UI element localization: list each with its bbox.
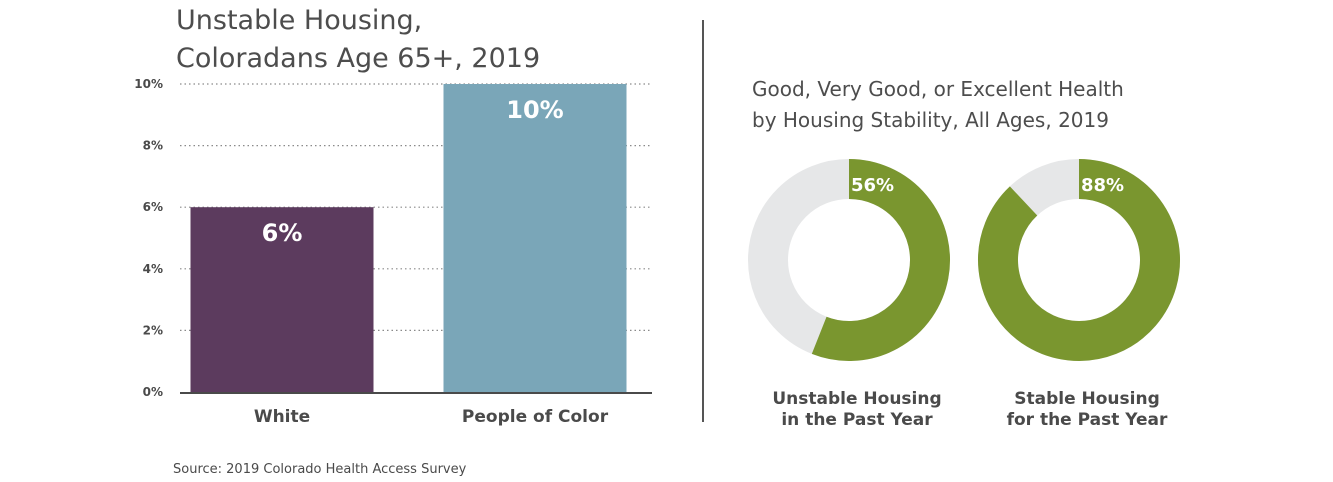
bar-value-label: 10% (506, 96, 563, 124)
donut-chart-title-line-1: Good, Very Good, or Excellent Health (752, 77, 1124, 101)
x-category-label: People of Color (462, 407, 609, 427)
bar-chart-title: Unstable Housing, Coloradans Age 65+, 20… (176, 2, 696, 78)
bar-chart-categories: White People of Color (254, 407, 609, 427)
donut-caption-line: Unstable Housing (772, 389, 941, 409)
donut-caption-line: in the Past Year (781, 410, 933, 430)
donut-chart-title: Good, Very Good, or Excellent Health by … (752, 74, 1272, 136)
bar-chart-bars: 6% 10% (190, 84, 627, 392)
y-tick-label: 0% (143, 385, 163, 399)
bar (190, 207, 374, 392)
y-tick-label: 6% (143, 200, 163, 214)
donut-chart-title-line-2: by Housing Stability, All Ages, 2019 (752, 108, 1109, 132)
bar-chart-title-line-1: Unstable Housing, (176, 5, 423, 36)
donut-value-arc (811, 159, 950, 361)
x-category-label: White (254, 407, 310, 427)
bar-chart-title-line-2: Coloradans Age 65+, 2019 (176, 43, 541, 74)
bar-value-label: 6% (262, 219, 303, 247)
donut-value-label: 88% (1081, 175, 1124, 196)
source-note: Source: 2019 Colorado Health Access Surv… (173, 462, 467, 477)
y-tick-label: 4% (143, 262, 163, 276)
y-tick-label: 2% (143, 323, 163, 337)
donut-caption-line: Stable Housing (1014, 389, 1160, 409)
bar (443, 84, 627, 392)
bar-chart-y-ticks: 0% 2% 4% 6% 8% 10% (134, 77, 163, 399)
y-tick-label: 8% (143, 139, 163, 153)
donut-value-arc (978, 159, 1180, 361)
donut-caption-line: for the Past Year (1007, 410, 1168, 430)
donut-value-label: 56% (851, 175, 894, 196)
panel-divider (702, 20, 704, 422)
y-tick-label: 10% (134, 77, 163, 91)
